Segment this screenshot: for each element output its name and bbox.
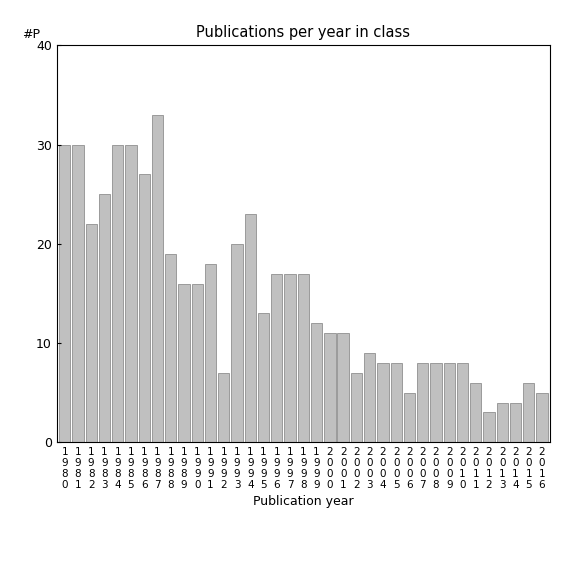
Bar	[271, 274, 282, 442]
Bar	[99, 194, 110, 442]
Bar	[218, 373, 230, 442]
Bar	[138, 175, 150, 442]
Bar	[165, 254, 176, 442]
Bar	[457, 363, 468, 442]
Bar	[470, 383, 481, 442]
Bar	[152, 115, 163, 442]
Bar	[404, 393, 415, 442]
Bar	[497, 403, 508, 442]
Bar	[483, 413, 494, 442]
Bar	[324, 333, 336, 442]
Bar	[536, 393, 548, 442]
Bar	[391, 363, 402, 442]
Bar	[245, 214, 256, 442]
Bar	[311, 323, 322, 442]
Bar	[59, 145, 70, 442]
Bar	[364, 353, 375, 442]
Bar	[231, 244, 243, 442]
Bar	[523, 383, 535, 442]
Bar	[417, 363, 428, 442]
Bar	[192, 284, 203, 442]
Title: Publications per year in class: Publications per year in class	[196, 25, 411, 40]
Bar	[125, 145, 137, 442]
Bar	[86, 224, 97, 442]
Bar	[72, 145, 83, 442]
X-axis label: Publication year: Publication year	[253, 495, 354, 508]
Bar	[112, 145, 124, 442]
Bar	[179, 284, 189, 442]
Bar	[377, 363, 388, 442]
Bar	[351, 373, 362, 442]
Text: #P: #P	[22, 28, 40, 41]
Bar	[430, 363, 442, 442]
Bar	[285, 274, 296, 442]
Bar	[258, 313, 269, 442]
Bar	[443, 363, 455, 442]
Bar	[298, 274, 309, 442]
Bar	[337, 333, 349, 442]
Bar	[205, 264, 216, 442]
Bar	[510, 403, 521, 442]
